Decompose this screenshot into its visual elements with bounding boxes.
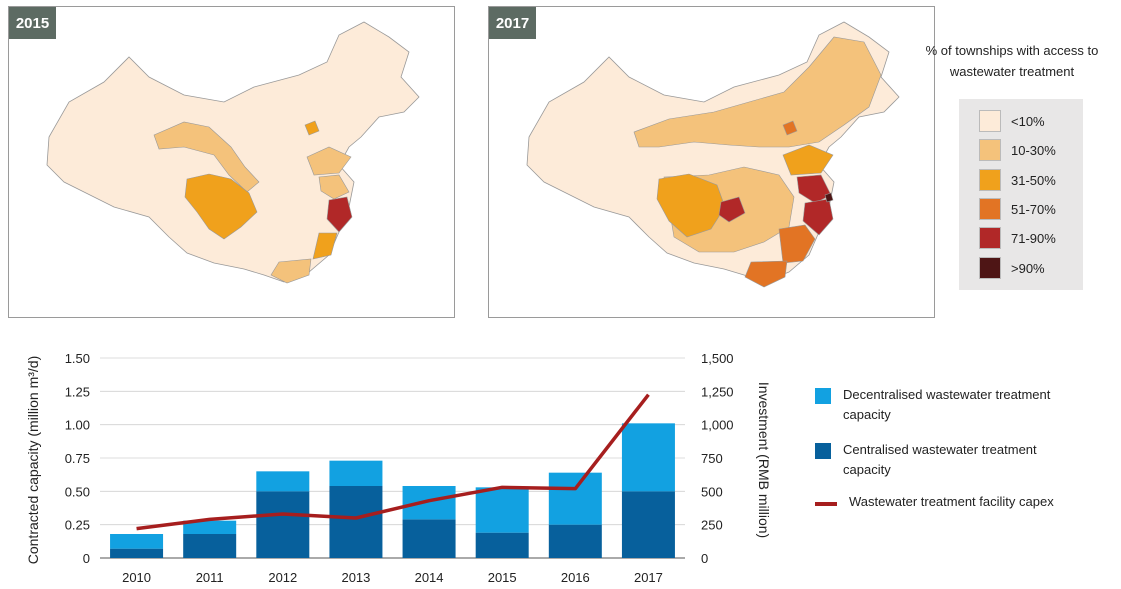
legend-swatch [815, 502, 837, 506]
china-map-2017 [526, 21, 900, 288]
y-tick-label: 0.75 [65, 451, 90, 466]
region-shandong [782, 144, 834, 176]
legend-label: >90% [1011, 260, 1045, 276]
legend-label: Decentralised wastewater treatment capac… [843, 387, 1051, 422]
legend-item-10-30: 10-30% [979, 139, 1056, 161]
region-zhejiang [802, 198, 834, 236]
legend-label: 31-50% [1011, 172, 1056, 188]
bar-centralised-2015 [475, 532, 529, 558]
bar-decentralised-2013 [329, 460, 383, 486]
y-axis-title: Contracted capacity (million m³/d) [25, 356, 41, 565]
region-jiangsu [796, 174, 832, 204]
region-fujian [312, 232, 338, 260]
bar-centralised-2010 [110, 548, 164, 558]
x-tick-label: 2016 [561, 570, 590, 585]
x-tick-label: 2012 [268, 570, 297, 585]
capex-line [136, 393, 650, 531]
legend-item-capex: Wastewater treatment facility capex [815, 492, 1089, 512]
legend-item-decentralised: Decentralised wastewater treatment capac… [815, 385, 1083, 425]
y2-axis-title: Investment (RMB million) [756, 382, 772, 538]
region-beijing [782, 120, 798, 136]
bar-decentralised-2010 [110, 534, 164, 549]
bar-decentralised-2015 [475, 487, 529, 533]
region-jiangxi-fujian [778, 224, 816, 264]
bar-centralised-2017 [621, 491, 675, 558]
y2-tick-label: 250 [701, 518, 723, 533]
legend-label: 51-70% [1011, 201, 1056, 217]
region-shandong [306, 146, 352, 176]
x-tick-label: 2017 [634, 570, 663, 585]
map-legend-title: % of townships with access to wastewater… [925, 43, 1099, 79]
bar-centralised-2016 [548, 524, 602, 558]
legend-swatch [815, 388, 831, 404]
region-beijing [304, 120, 320, 136]
bar-centralised-2012 [256, 491, 310, 558]
bar-decentralised-2017 [621, 423, 675, 492]
y-tick-label: 0.50 [65, 484, 90, 499]
x-tick-label: 2010 [122, 570, 151, 585]
axes: 0 0 0.25 250 0.50 500 0.75 750 1.00 1,000 1.25 1,25… [65, 351, 734, 585]
y-tick-label: 1.00 [65, 418, 90, 433]
y2-tick-label: 0 [701, 551, 708, 566]
x-tick-label: 2015 [488, 570, 517, 585]
region-guangdong [744, 260, 788, 288]
region-north [633, 36, 882, 148]
legend-label: <10% [1011, 113, 1045, 129]
region-sichuan [184, 173, 258, 240]
bar-decentralised-2014 [402, 486, 456, 520]
legend-swatch [979, 169, 1001, 191]
legend-swatch [815, 443, 831, 459]
bar-centralised-2011 [183, 534, 237, 558]
legend-swatch [979, 198, 1001, 220]
bar-centralised-2013 [329, 486, 383, 558]
bar-decentralised-2016 [548, 472, 602, 525]
region-shanghai [824, 192, 834, 203]
legend-label: Wastewater treatment facility capex [849, 494, 1054, 509]
x-tick-label: 2014 [415, 570, 444, 585]
legend-label: 10-30% [1011, 142, 1056, 158]
x-tick-label: 2011 [196, 570, 224, 585]
legend-item-51-70: 51-70% [979, 198, 1056, 220]
y2-tick-label: 1,000 [701, 418, 734, 433]
legend-swatch [979, 227, 1001, 249]
region-sichuan [656, 173, 726, 238]
legend-item-gt90: >90% [979, 257, 1045, 279]
year-tab-2017: 2017 [489, 7, 536, 39]
legend-item-31-50: 31-50% [979, 169, 1056, 191]
y2-tick-label: 750 [701, 451, 723, 466]
map-2017: 2017 [488, 6, 935, 318]
legend-label: Centralised wastewater treatment capacit… [843, 442, 1037, 477]
legend-swatch [979, 257, 1001, 279]
bar-decentralised-2011 [183, 520, 237, 534]
capacity-investment-chart: 0 0 0.25 250 0.50 500 0.75 750 1.00 1,000 1.25 1,25… [25, 351, 772, 585]
y2-tick-label: 1,500 [701, 351, 734, 366]
y2-tick-label: 1,250 [701, 384, 734, 399]
region-jiangsu [318, 174, 350, 200]
region-zhejiang [326, 196, 353, 233]
region-qinghai-gansu [153, 121, 260, 193]
capex-polyline [136, 393, 650, 531]
map-legend: <10% 10-30% 31-50% 51-70% 71-90% >90% [959, 99, 1083, 290]
y-tick-label: 1.25 [65, 384, 90, 399]
legend-item-lt10: <10% [979, 110, 1045, 132]
y2-tick-label: 500 [701, 484, 723, 499]
china-map-2015 [46, 21, 420, 284]
legend-swatch [979, 139, 1001, 161]
bars [110, 423, 675, 558]
legend-item-centralised: Centralised wastewater treatment capacit… [815, 440, 1083, 480]
region-guangdong [270, 258, 312, 284]
bar-decentralised-2012 [256, 471, 310, 492]
legend-item-71-90: 71-90% [979, 227, 1056, 249]
bar-centralised-2014 [402, 519, 456, 558]
y-tick-label: 0.25 [65, 518, 90, 533]
y-tick-label: 1.50 [65, 351, 90, 366]
legend-swatch [979, 110, 1001, 132]
y-tick-label: 0 [83, 551, 90, 566]
legend-label: 71-90% [1011, 230, 1056, 246]
year-tab-2015: 2015 [9, 7, 56, 39]
region-chongqing [718, 196, 746, 223]
x-tick-label: 2013 [341, 570, 370, 585]
map-2015: 2015 [8, 6, 455, 318]
